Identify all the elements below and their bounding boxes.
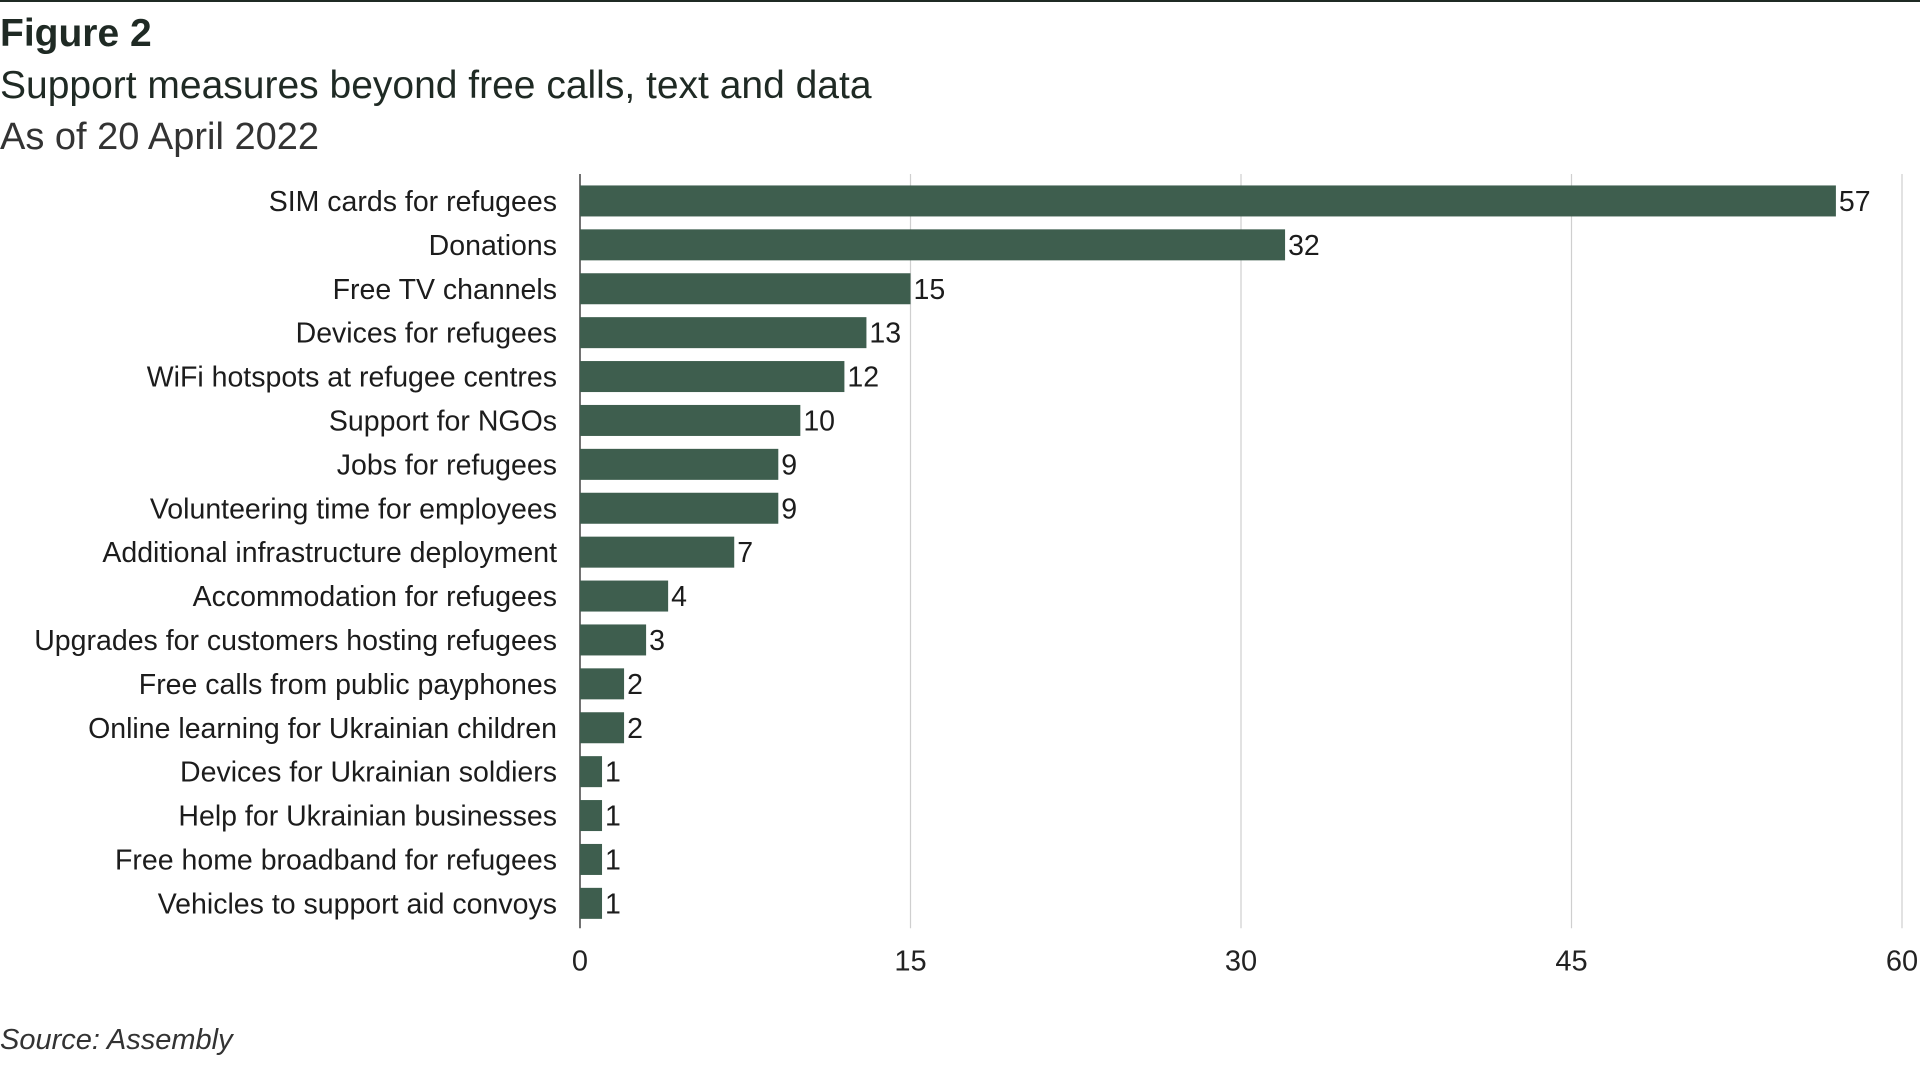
chart-title: Support measures beyond free calls, text…: [0, 64, 872, 107]
bar: [580, 492, 779, 524]
category-label: Devices for Ukrainian soldiers: [180, 757, 557, 789]
bar: [580, 273, 911, 305]
data-label: 9: [781, 449, 797, 481]
category-label: Online learning for Ukrainian children: [88, 713, 557, 745]
bar: [580, 229, 1286, 261]
category-label: Donations: [429, 230, 557, 262]
category-label: Upgrades for customers hosting refugees: [34, 625, 557, 657]
x-axis-ticks: 0 15 30 45 60: [572, 945, 1918, 977]
data-label: 10: [803, 405, 835, 437]
bar: [580, 800, 603, 832]
x-tick-label: 0: [572, 945, 588, 977]
data-label: 12: [847, 362, 879, 394]
data-label: 32: [1288, 230, 1320, 262]
bar: [580, 317, 867, 349]
data-label: 4: [671, 581, 687, 613]
bar: [580, 536, 735, 568]
data-label: 2: [627, 713, 643, 745]
data-label: 7: [737, 537, 753, 569]
bar: [580, 404, 801, 436]
bar: [580, 361, 845, 393]
data-label: 1: [605, 888, 621, 920]
bar: [580, 624, 647, 656]
top-rule: [0, 0, 1920, 2]
data-label: 9: [781, 493, 797, 525]
data-label: 13: [869, 318, 901, 350]
bar: [580, 668, 625, 700]
data-label: 1: [605, 757, 621, 789]
bar: [580, 185, 1836, 217]
data-label: 3: [649, 625, 665, 657]
category-label: Support for NGOs: [329, 405, 557, 437]
category-label: Devices for refugees: [296, 318, 557, 350]
category-label: Help for Ukrainian businesses: [178, 801, 557, 833]
chart-subtitle: As of 20 April 2022: [0, 116, 319, 158]
category-label: SIM cards for refugees: [269, 186, 557, 218]
bar-layer: [580, 185, 1836, 919]
category-label: Free calls from public payphones: [139, 669, 557, 701]
data-label: 2: [627, 669, 643, 701]
x-tick-label: 60: [1886, 945, 1918, 977]
category-labels: SIM cards for refugees Donations Free TV c…: [34, 186, 557, 920]
category-label: Volunteering time for employees: [150, 493, 557, 525]
bar: [580, 756, 603, 788]
category-label: Accommodation for refugees: [193, 581, 557, 613]
category-label: Jobs for refugees: [337, 449, 557, 481]
data-label: 1: [605, 844, 621, 876]
figure-label: Figure 2: [0, 12, 152, 55]
data-label: 57: [1839, 186, 1871, 218]
category-label: Free home broadband for refugees: [115, 844, 557, 876]
bar: [580, 712, 625, 744]
category-label: Additional infrastructure deployment: [102, 537, 557, 569]
x-tick-label: 45: [1555, 945, 1587, 977]
bar: [580, 580, 669, 612]
category-label: WiFi hotspots at refugee centres: [147, 362, 557, 394]
category-label: Free TV channels: [333, 274, 557, 306]
bar: [580, 843, 603, 875]
bar: [580, 887, 603, 919]
bar: [580, 448, 779, 480]
data-label: 15: [914, 274, 946, 306]
x-tick-label: 30: [1225, 945, 1257, 977]
category-label: Vehicles to support aid convoys: [158, 888, 557, 920]
data-label: 1: [605, 801, 621, 833]
source-note: Source: Assembly: [0, 1024, 233, 1056]
x-tick-label: 15: [894, 945, 926, 977]
